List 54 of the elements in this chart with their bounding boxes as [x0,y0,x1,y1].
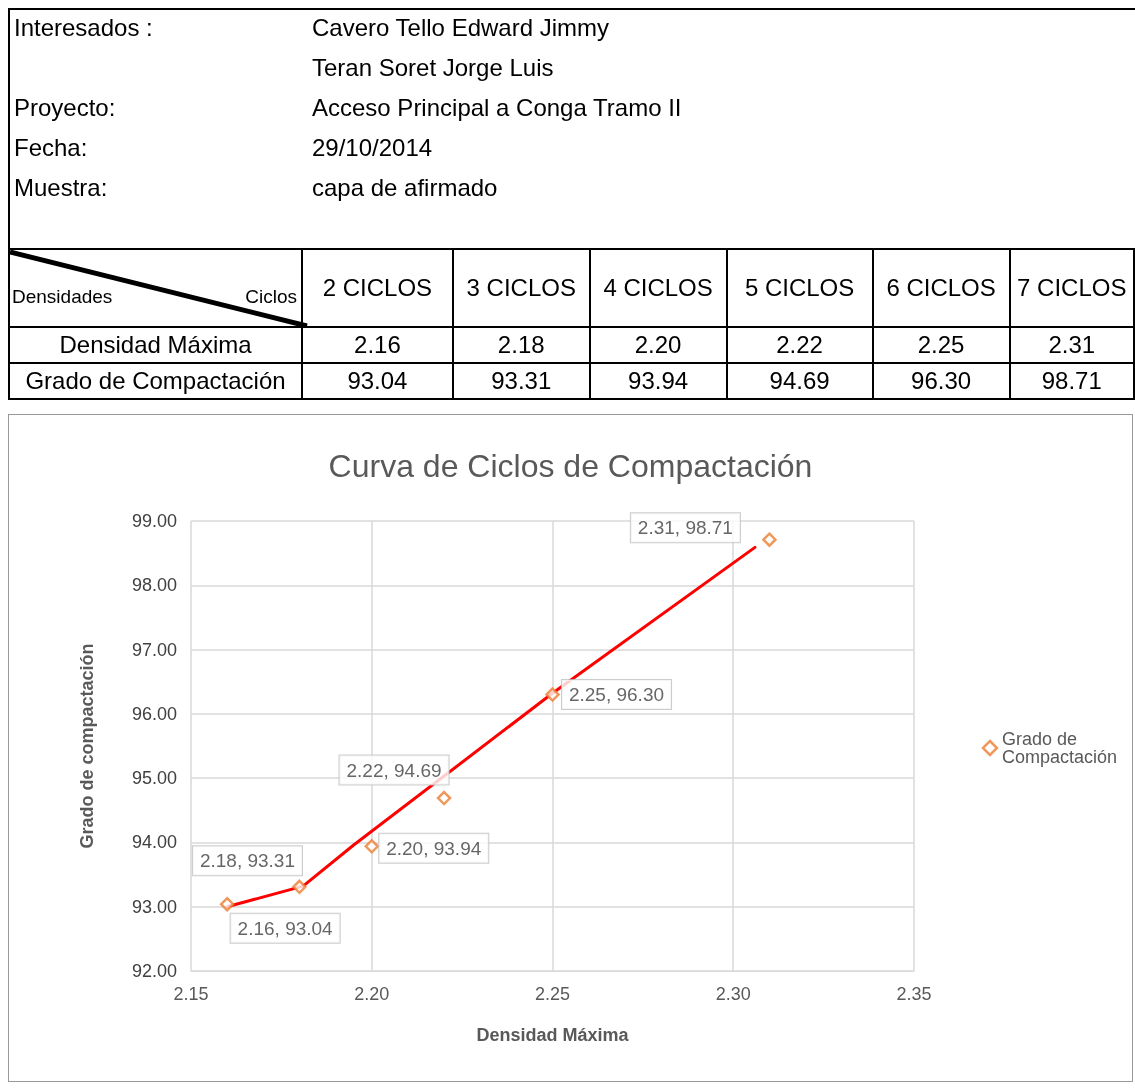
data-label: 2.25, 96.30 [568,684,665,706]
text: 93.04 [302,363,453,399]
text: 2.22 [726,327,873,363]
y-tick-label: 95.00 [131,768,177,789]
text: Acceso Principal a Conga Tramo II [312,94,682,122]
text: 4 CICLOS [589,249,727,327]
text: Densidades [12,286,113,308]
text: Ciclos [245,286,298,308]
text: 29/10/2014 [312,134,433,162]
text: Cavero Tello Edward Jimmy [312,14,609,42]
text: Proyecto: [14,94,116,122]
data-label: 2.18, 93.31 [199,850,295,872]
y-tick-label: 98.00 [131,575,177,596]
text: Interesados : [14,14,153,42]
x-tick-label: 2.35 [896,984,932,1004]
text: 96.30 [872,363,1010,399]
text: capa de afirmado [312,174,498,202]
text: Muestra: [14,174,108,202]
chart-title: Curva de Ciclos de Compactación [328,448,813,484]
text: 7 CICLOS [1009,249,1134,327]
y-axis-title: Grado de compactación [77,643,97,849]
text: Fecha: [14,134,88,162]
text: 2.20 [589,327,727,363]
text: 3 CICLOS [452,249,590,327]
text: 93.94 [589,363,727,399]
text: 2.18 [452,327,590,363]
y-tick-label: 94.00 [131,832,177,853]
text: 2 CICLOS [302,249,453,327]
text: 5 CICLOS [726,249,873,327]
data-label: 2.22, 94.69 [346,759,442,781]
y-tick-label: 99.00 [131,511,177,531]
text: Teran Soret Jorge Luis [312,54,554,82]
y-tick-label: 93.00 [131,896,177,917]
text: 2.31 [1009,327,1134,363]
x-tick-label: 2.30 [715,984,751,1004]
y-tick-label: 97.00 [131,639,177,660]
text: 2.25 [872,327,1010,363]
x-axis-title: Densidad Máxima [476,1025,630,1045]
x-tick-label: 2.25 [534,984,571,1004]
text: Densidad Máxima [9,327,303,363]
text: 6 CICLOS [872,249,1010,327]
y-tick-label: 96.00 [131,703,177,724]
data-label: 2.16, 93.04 [237,917,334,939]
y-tick-label: 92.00 [131,961,177,981]
x-tick-label: 2.20 [354,984,390,1004]
x-tick-label: 2.15 [173,984,209,1004]
data-label: 2.31, 98.71 [637,517,733,539]
text: 98.71 [1009,363,1134,399]
data-label: 2.20, 93.94 [386,837,482,859]
text: 94.69 [726,363,873,399]
text: Grado de Compactación [9,363,303,399]
text: 93.31 [452,363,590,399]
legend-label: Grado de Compactación [1001,729,1117,767]
text: 2.16 [302,327,453,363]
